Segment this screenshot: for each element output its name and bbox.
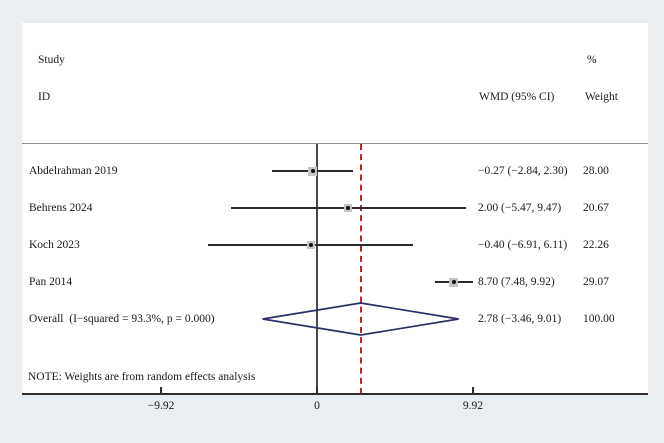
header-study-line2: ID — [38, 91, 51, 103]
weight-label: 22.26 — [583, 239, 609, 251]
overall-dashed-line — [359, 144, 362, 394]
zero-line — [316, 144, 318, 394]
effect-marker-dot — [310, 169, 315, 173]
study-label: Behrens 2024 — [29, 202, 93, 214]
study-label: Koch 2023 — [29, 239, 80, 251]
weight-label: 20.67 — [583, 202, 609, 214]
x-axis-line — [22, 393, 648, 395]
effect-estimate-label: −0.40 (−6.91, 6.11) — [478, 239, 568, 251]
header-effect-column: WMD (95% CI) — [479, 91, 555, 103]
effect-marker — [308, 166, 318, 176]
weight-label: 28.00 — [583, 165, 609, 177]
effect-marker — [449, 277, 459, 287]
study-label: Abdelrahman 2019 — [29, 165, 118, 177]
x-axis-tick-label: 0 — [314, 400, 320, 412]
effect-marker-dot — [346, 206, 351, 210]
effect-estimate-label: 8.70 (7.48, 9.92) — [478, 276, 555, 288]
effect-marker-dot — [308, 243, 313, 247]
study-label: Pan 2014 — [29, 276, 73, 288]
header-percent: % — [587, 54, 597, 66]
effect-marker — [344, 204, 353, 212]
x-axis-tick — [160, 387, 162, 393]
x-axis-tick-label: 9.92 — [462, 400, 483, 412]
x-axis-tick — [472, 387, 474, 393]
overall-weight-label: 100.00 — [583, 313, 615, 325]
overall-label: Overall (I−squared = 93.3%, p = 0.000) — [29, 313, 215, 325]
effect-marker-dot — [451, 280, 456, 284]
header-study-line1: Study — [38, 54, 65, 66]
header-separator-line — [22, 143, 648, 144]
x-axis-tick-label: −9.92 — [147, 400, 175, 412]
header-weight: Weight — [585, 91, 618, 103]
note-text: NOTE: Weights are from random effects an… — [28, 371, 256, 383]
x-axis-tick — [316, 387, 318, 393]
effect-estimate-label: 2.00 (−5.47, 9.47) — [478, 202, 562, 214]
effect-estimate-label: −0.27 (−2.84, 2.30) — [478, 165, 568, 177]
overall-estimate-label: 2.78 (−3.46, 9.01) — [478, 313, 562, 325]
effect-marker — [306, 241, 315, 249]
weight-label: 29.07 — [583, 276, 609, 288]
